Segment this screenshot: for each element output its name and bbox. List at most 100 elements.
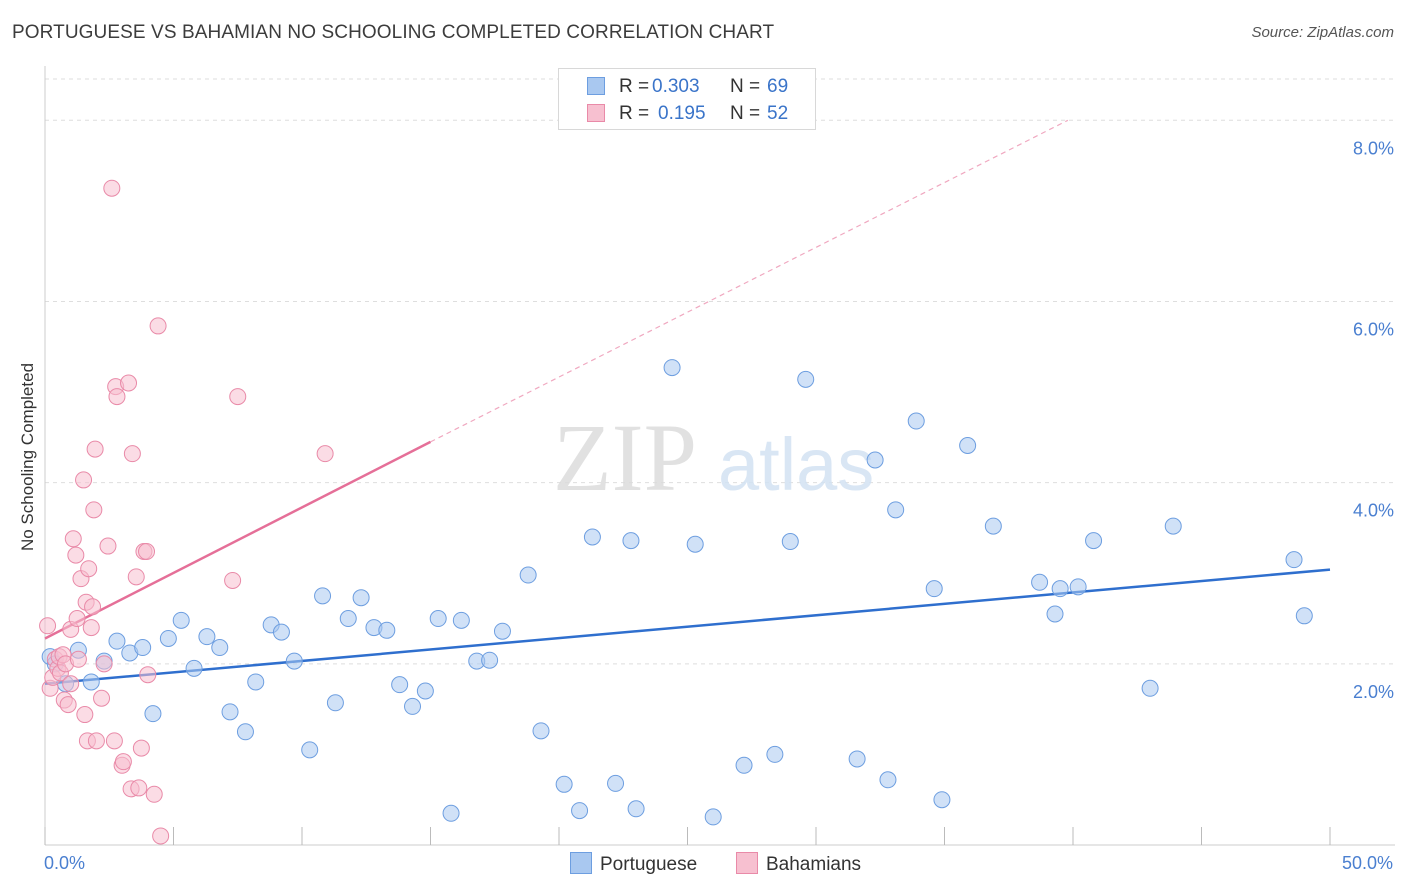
bahamians-point [123,445,141,463]
portuguese-point [583,528,601,546]
bahamians-point [93,689,111,707]
portuguese-point [481,651,499,669]
series-label-bahamians: Bahamians [766,854,862,875]
bahamians-trend-line [44,440,432,640]
bahamians-point [145,785,163,803]
trend-lines [44,119,1331,685]
portuguese-point [314,587,332,605]
legend-r-value: 0.195 [658,103,706,124]
portuguese-point [285,652,303,670]
series-label-portuguese: Portuguese [600,854,698,875]
portuguese-point [452,611,470,629]
portuguese-point [735,756,753,774]
axes [44,66,1395,846]
bahamians-point [86,440,104,458]
portuguese-point [391,676,409,694]
series-swatch-portuguese [570,852,592,874]
portuguese-point [272,623,290,641]
bahamians-point [316,445,334,463]
portuguese-point [236,723,254,741]
bahamians-point [82,619,100,637]
portuguese-point [404,697,422,715]
portuguese-point [571,802,589,820]
bahamians-point [120,374,138,392]
x-tick-label-max: 50.0% [1342,853,1393,873]
bahamians-point [108,388,126,406]
legend-swatch-bahamians [587,104,605,122]
portuguese-point [339,610,357,628]
portuguese-point [172,611,190,629]
portuguese-point [766,745,784,763]
portuguese-point [134,639,152,657]
series-legend-portuguese[interactable]: Portuguese [570,852,697,876]
data-points [39,179,1313,845]
bahamians-point [139,666,157,684]
portuguese-point [429,610,447,628]
y-tick-label: 8.0% [1353,138,1394,158]
portuguese-point [301,741,319,759]
portuguese-point [925,580,943,598]
portuguese-point [198,628,216,646]
bahamians-point [69,650,87,668]
portuguese-point [1046,605,1064,623]
bahamians-point [75,471,93,489]
portuguese-point [555,775,573,793]
series-swatch-bahamians [736,852,758,874]
portuguese-point [185,659,203,677]
chart-title: PORTUGUESE VS BAHAMIAN NO SCHOOLING COMP… [12,22,775,43]
portuguese-trend-line [44,568,1331,685]
x-tick-label-min: 0.0% [44,853,85,873]
bahamians-point [105,732,123,750]
bahamians-point [76,706,94,724]
portuguese-point [627,800,645,818]
portuguese-point [781,533,799,551]
bahamians-point [87,732,105,750]
portuguese-point [378,621,396,639]
bahamians-point [114,753,132,771]
y-tick-label: 2.0% [1353,682,1394,702]
watermark-atlas: atlas [718,423,874,506]
bahamians-point [68,610,86,628]
portuguese-point [1295,607,1313,625]
portuguese-point [1085,532,1103,550]
portuguese-point [704,808,722,826]
portuguese-point [519,566,537,584]
tick-labels: 2.0% 4.0% 6.0% 8.0% 0.0% 50.0% [44,138,1394,873]
portuguese-point [1031,573,1049,591]
bahamians-point [62,675,80,693]
portuguese-point [984,517,1002,535]
legend-n-value: 69 [767,76,789,97]
portuguese-point [797,370,815,388]
portuguese-point [532,722,550,740]
bahamians-point [127,568,145,586]
portuguese-point [493,622,511,640]
bahamians-point [80,560,98,578]
portuguese-point [686,535,704,553]
portuguese-point [1164,517,1182,535]
series-legend-bahamians[interactable]: Bahamians [736,852,861,876]
bahamians-point [224,571,242,589]
portuguese-point [159,629,177,647]
legend-n-label: N = [730,103,761,124]
legend-n-label: N = [730,76,761,97]
bahamians-point [152,827,170,845]
portuguese-point [607,774,625,792]
bahamians-point [103,179,121,197]
bahamians-point [67,546,85,564]
portuguese-point [1285,551,1303,569]
bahamians-point [130,779,148,797]
portuguese-point [933,791,951,809]
portuguese-point [416,682,434,700]
legend-r-label: R = [619,103,650,124]
bahamians-trend-extension [430,119,1069,443]
y-tick-label: 4.0% [1353,501,1394,521]
portuguese-point [442,804,460,822]
bahamians-point [59,696,77,714]
portuguese-point [82,673,100,691]
legend-r-label: R = [619,76,650,97]
portuguese-point [352,589,370,607]
legend-r-value: 0.303 [652,76,700,97]
bahamians-point [132,739,150,757]
y-axis-label: No Schooling Completed [18,363,37,551]
